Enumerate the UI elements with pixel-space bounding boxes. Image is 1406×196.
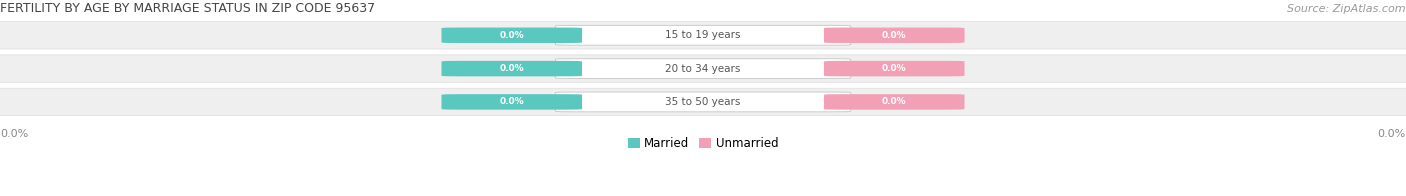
FancyBboxPatch shape — [824, 61, 965, 76]
Text: 0.0%: 0.0% — [882, 64, 907, 73]
Text: 15 to 19 years: 15 to 19 years — [665, 30, 741, 40]
FancyBboxPatch shape — [555, 92, 851, 112]
Text: 0.0%: 0.0% — [882, 97, 907, 106]
Legend: Married, Unmarried: Married, Unmarried — [623, 132, 783, 155]
FancyBboxPatch shape — [0, 55, 1406, 82]
FancyBboxPatch shape — [555, 59, 851, 79]
Text: 0.0%: 0.0% — [0, 129, 28, 139]
Text: 0.0%: 0.0% — [1378, 129, 1406, 139]
FancyBboxPatch shape — [441, 94, 582, 110]
FancyBboxPatch shape — [0, 88, 1406, 116]
FancyBboxPatch shape — [824, 28, 965, 43]
FancyBboxPatch shape — [0, 22, 1406, 49]
FancyBboxPatch shape — [824, 94, 965, 110]
Text: 0.0%: 0.0% — [882, 31, 907, 40]
Text: FERTILITY BY AGE BY MARRIAGE STATUS IN ZIP CODE 95637: FERTILITY BY AGE BY MARRIAGE STATUS IN Z… — [0, 2, 375, 15]
Text: 0.0%: 0.0% — [499, 97, 524, 106]
FancyBboxPatch shape — [555, 25, 851, 45]
Text: 20 to 34 years: 20 to 34 years — [665, 64, 741, 74]
Text: 35 to 50 years: 35 to 50 years — [665, 97, 741, 107]
Text: 0.0%: 0.0% — [499, 31, 524, 40]
FancyBboxPatch shape — [441, 61, 582, 76]
FancyBboxPatch shape — [441, 28, 582, 43]
Text: Source: ZipAtlas.com: Source: ZipAtlas.com — [1288, 4, 1406, 14]
Text: 0.0%: 0.0% — [499, 64, 524, 73]
